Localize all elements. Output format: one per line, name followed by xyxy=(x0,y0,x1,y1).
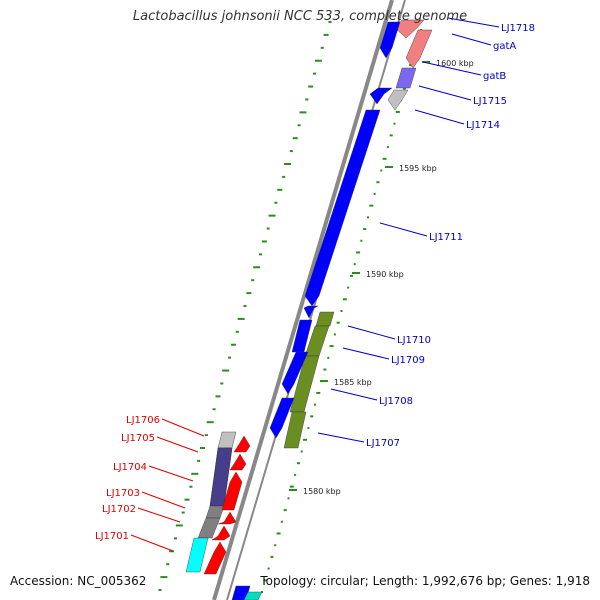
gene-block-lj1701 xyxy=(185,537,209,573)
gene-leader-line xyxy=(130,534,174,552)
gene-leader-line xyxy=(330,388,378,401)
reverse-feature-block xyxy=(233,435,251,453)
accession-text: Accession: NC_005362 xyxy=(10,574,147,588)
reverse-feature-block xyxy=(221,471,243,511)
gene-leader-line xyxy=(418,85,472,101)
gene-leader-line xyxy=(161,418,205,437)
gene-label-lj1704: LJ1704 xyxy=(113,462,147,473)
reverse-feature-block xyxy=(211,525,231,541)
scale-tick-label: 1585 kbp xyxy=(334,378,372,387)
gene-block-lj1714 xyxy=(369,87,393,105)
gene-label-lj1703: LJ1703 xyxy=(106,488,140,499)
scale-tick-label: 1580 kbp xyxy=(303,487,341,496)
gene-label-lj1706: LJ1706 xyxy=(126,415,160,426)
forward-feature-block xyxy=(281,351,309,395)
backbone-line xyxy=(212,0,394,600)
scale-tick-label: 1600 kbp xyxy=(436,59,474,68)
gene-label-lj1714: LJ1714 xyxy=(466,120,500,131)
gene-leader-line xyxy=(137,507,181,523)
forward-feature-block xyxy=(243,591,263,600)
forward-feature-block xyxy=(303,305,319,319)
gene-leader-line xyxy=(148,465,194,482)
gene-block-lj1703 xyxy=(205,505,225,519)
gene-block-gatb xyxy=(395,67,417,89)
scale-tick-label: 1590 kbp xyxy=(366,270,404,279)
scale-tick-label: 1595 kbp xyxy=(399,164,437,173)
gene-block-lj1710 xyxy=(315,311,335,327)
gene-block-lj1715 xyxy=(387,89,409,111)
gene-label-lj1702: LJ1702 xyxy=(102,504,136,515)
gene-block-gata xyxy=(405,29,433,69)
gene-leader-line xyxy=(342,347,390,360)
gene-block-lj1706 xyxy=(217,431,237,449)
gene-label-lj1707: LJ1707 xyxy=(366,438,400,449)
gene-leader-line xyxy=(414,109,465,125)
gene-leader-line xyxy=(447,17,500,28)
gene-label-lj1705: LJ1705 xyxy=(121,433,155,444)
gene-label-lj1715: LJ1715 xyxy=(473,96,507,107)
genome-summary-text: Topology: circular; Length: 1,992,676 bp… xyxy=(260,574,590,588)
gene-label-lj1701: LJ1701 xyxy=(95,531,129,542)
gene-leader-line xyxy=(451,33,492,46)
map-title: Lactobacillus johnsonii NCC 533, complet… xyxy=(132,9,468,24)
forward-feature-block xyxy=(269,397,295,439)
gene-leader-line xyxy=(379,222,428,237)
gene-label-lj1710: LJ1710 xyxy=(397,335,431,346)
gene-block-lj1702 xyxy=(197,517,221,539)
gene-block-lj1707 xyxy=(283,411,307,449)
gene-leader-line xyxy=(347,325,396,340)
reverse-feature-block xyxy=(217,511,237,525)
gene-block-lj1711 xyxy=(304,109,381,307)
gene-label-lj1709: LJ1709 xyxy=(391,355,425,366)
gene-leader-line xyxy=(141,491,186,509)
forward-feature-block xyxy=(231,585,251,600)
forward-feature-block xyxy=(379,21,401,59)
gene-label-lj1718: LJ1718 xyxy=(501,23,535,34)
gene-leader-line xyxy=(422,61,482,76)
reverse-feature-block xyxy=(229,453,247,471)
gene-label-lj1708: LJ1708 xyxy=(379,396,413,407)
gene-label-gata: gatA xyxy=(493,41,516,52)
gene-leader-line xyxy=(317,432,365,443)
gene-leader-line xyxy=(156,436,199,453)
gene-label-lj1711: LJ1711 xyxy=(429,232,463,243)
gene-label-gatb: gatB xyxy=(483,71,506,82)
reverse-feature-block xyxy=(203,541,227,575)
